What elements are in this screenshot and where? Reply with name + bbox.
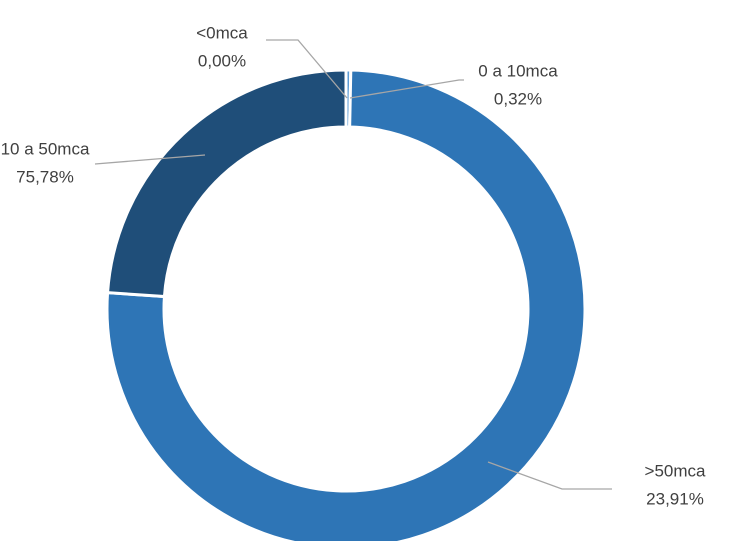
value-label: 23,91%: [646, 489, 704, 508]
category-label: 10 a 50mca: [1, 139, 90, 158]
category-label: >50mca: [645, 461, 706, 480]
value-label: 0,00%: [198, 51, 246, 70]
leader-line: [94, 154, 206, 165]
category-label: 0 a 10mca: [478, 61, 558, 80]
slice: [105, 68, 587, 541]
donut: [105, 68, 587, 541]
value-label: 0,32%: [494, 89, 542, 108]
leader-line: [266, 39, 348, 99]
category-label: <0mca: [196, 23, 248, 42]
leader-line: [487, 461, 612, 490]
leader-line: [349, 79, 464, 99]
value-label: 75,78%: [16, 167, 74, 186]
labels: <0mca 0,00% 0 a 10mca 0,32% 10 a 50mca 75,78%…: [1, 23, 706, 508]
slice: [105, 68, 348, 299]
